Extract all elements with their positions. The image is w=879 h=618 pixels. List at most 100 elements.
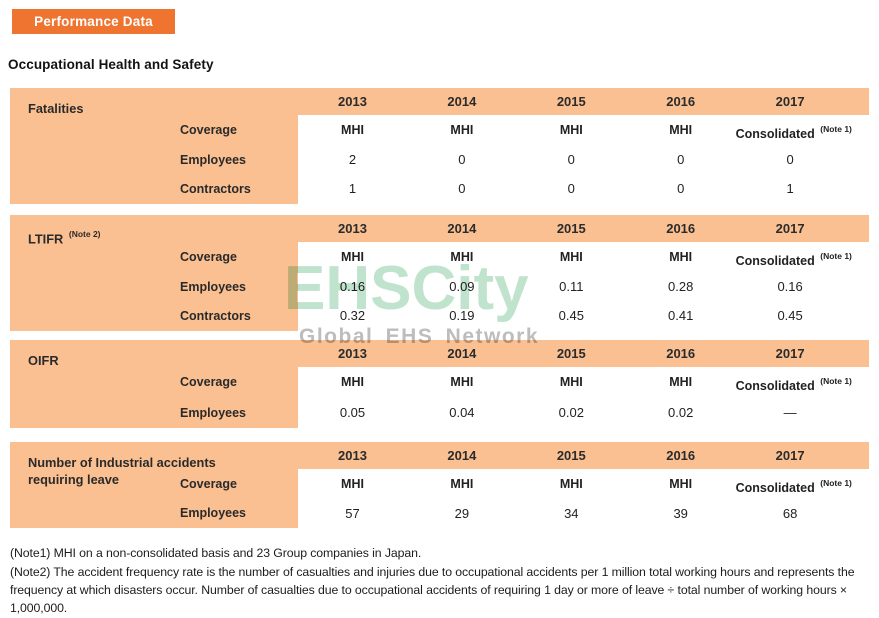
cell: 0.16 (339, 279, 366, 294)
table-left-panel (10, 340, 298, 428)
cell: 0.04 (449, 405, 475, 420)
row-label: Employees (180, 506, 247, 520)
cell: 0 (567, 181, 575, 196)
cell: 0.28 (668, 279, 694, 294)
table-title: Fatalities (28, 101, 84, 116)
cell-note: (Note 1) (820, 478, 852, 488)
cell: 0 (567, 152, 575, 167)
cell: 0 (786, 152, 794, 167)
performance-data-badge-label: Performance Data (34, 14, 153, 29)
cell: Consolidated (Note 1) (735, 124, 852, 142)
cell: 0.16 (777, 279, 803, 294)
cell: 1 (348, 181, 357, 196)
year-header: 2016 (666, 94, 696, 109)
cell-note: (Note 1) (820, 251, 852, 261)
data-table: OIFR 2013 2014 2015 2016 2017 Coverage MHI MHI MH… (10, 340, 869, 428)
cell: MHI (559, 250, 583, 264)
year-header: 2017 (775, 346, 805, 361)
footnotes: (Note1) MHI on a non-consolidated basis … (10, 544, 871, 618)
row-label: Employees (180, 406, 247, 420)
year-header: 2017 (775, 94, 805, 109)
cell: MHI (341, 250, 364, 264)
cell: 0.41 (668, 308, 694, 323)
cell-note: (Note 1) (820, 376, 852, 386)
cell: MHI (669, 123, 693, 137)
year-header: 2014 (447, 346, 477, 361)
year-header: 2017 (775, 448, 805, 463)
cell: MHI (669, 250, 693, 264)
year-header: 2015 (556, 221, 586, 236)
row-label: Coverage (180, 250, 237, 264)
year-header: 2016 (666, 346, 696, 361)
cell: Consolidated (Note 1) (735, 478, 852, 496)
row-label: Employees (180, 153, 247, 167)
cell: 0.19 (449, 308, 475, 323)
row-label: Contractors (180, 309, 251, 323)
section-title: Occupational Health and Safety (8, 57, 214, 72)
cell: 0 (458, 152, 466, 167)
cell: 0.11 (559, 279, 584, 294)
row-label: Coverage (180, 477, 237, 491)
cell: 0.32 (339, 308, 366, 323)
year-header: 2017 (775, 221, 805, 236)
cell: — (783, 405, 797, 420)
cell: 0.02 (558, 405, 584, 420)
cell: 68 (782, 506, 798, 521)
cell: MHI (450, 477, 474, 491)
table-left-panel (10, 88, 298, 204)
cell: 0.02 (668, 405, 694, 420)
data-table: LTIFR (Note 2) 2013 2014 2015 2016 2017 Covera… (10, 215, 869, 331)
row-label: Coverage (180, 123, 237, 137)
year-header: 2013 (338, 346, 367, 361)
cell: 0.05 (339, 405, 366, 420)
year-header: 2015 (556, 346, 586, 361)
cell: MHI (559, 477, 583, 491)
year-header: 2014 (447, 94, 477, 109)
cell: MHI (341, 123, 364, 137)
year-header: 2014 (447, 221, 477, 236)
table-title: Number of Industrial accidents requiring… (28, 455, 216, 487)
year-header: 2013 (338, 448, 367, 463)
cell: 2 (348, 152, 357, 167)
year-header: 2015 (556, 94, 586, 109)
row-label: Contractors (180, 182, 251, 196)
cell: 57 (345, 506, 360, 521)
cell: MHI (450, 375, 474, 389)
cell: MHI (559, 123, 583, 137)
cell: 34 (564, 506, 579, 521)
cell: MHI (341, 375, 364, 389)
cell: 0.45 (558, 308, 584, 323)
footnote-1: (Note1) MHI on a non-consolidated basis … (10, 546, 422, 560)
table-left-panel (10, 215, 298, 331)
cell: Consolidated (Note 1) (735, 251, 852, 269)
cell: MHI (450, 250, 474, 264)
cell: 29 (454, 506, 470, 521)
cell: MHI (669, 477, 693, 491)
data-table: Number of Industrial accidents requiring… (10, 442, 869, 528)
year-header: 2013 (338, 221, 367, 236)
cell: 39 (673, 506, 688, 521)
table-left-panel (10, 442, 298, 528)
cell: MHI (450, 123, 474, 137)
cell: MHI (669, 375, 693, 389)
table-title: OIFR (28, 353, 59, 368)
cell: 0 (677, 152, 685, 167)
year-header: 2014 (447, 448, 477, 463)
cell: 0.45 (777, 308, 803, 323)
cell: MHI (559, 375, 583, 389)
row-label: Employees (180, 280, 247, 294)
table-title-note: (Note 2) (68, 229, 101, 239)
footnote-2: (Note2) The accident frequency rate is t… (10, 565, 855, 615)
performance-data-badge: Performance Data (12, 9, 175, 34)
year-header: 2016 (666, 448, 696, 463)
cell: Consolidated (Note 1) (735, 376, 852, 394)
cell: 1 (786, 181, 794, 196)
row-label: Coverage (180, 375, 237, 389)
year-header: 2015 (556, 448, 586, 463)
data-table: Fatalities 2013 2014 2015 2016 2017 Coverage MH… (10, 88, 869, 204)
cell: 0.09 (449, 279, 475, 294)
cell: 0 (458, 181, 466, 196)
year-header: 2013 (338, 94, 367, 109)
